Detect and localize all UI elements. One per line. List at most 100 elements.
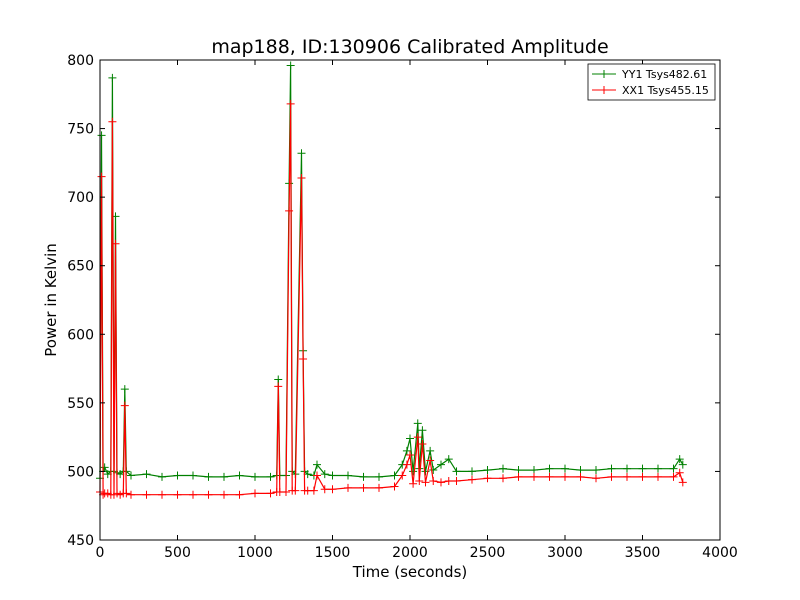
data-point	[561, 464, 569, 473]
data-point	[409, 479, 418, 488]
chart-title: map188, ID:130906 Calibrated Amplitude	[211, 36, 608, 58]
data-point	[108, 117, 117, 126]
data-point	[429, 466, 438, 475]
series-layer	[96, 61, 687, 499]
data-point	[545, 472, 554, 481]
data-point	[313, 460, 321, 469]
y-tick-label: 550	[67, 396, 94, 412]
data-point	[251, 472, 259, 481]
y-tick-label: 750	[67, 122, 94, 138]
y-tick-label: 800	[67, 53, 94, 69]
data-point	[607, 464, 616, 473]
data-point	[127, 490, 135, 499]
data-point	[158, 472, 166, 481]
data-point	[452, 477, 461, 486]
y-tick-label: 600	[67, 327, 94, 343]
data-point	[468, 475, 476, 484]
data-point	[297, 173, 306, 182]
data-point	[413, 433, 422, 442]
data-point	[220, 490, 228, 499]
data-point	[158, 490, 166, 499]
data-point	[297, 149, 306, 158]
data-point	[415, 477, 424, 486]
data-point	[444, 455, 453, 464]
data-point	[426, 456, 435, 465]
data-point	[514, 472, 523, 481]
x-tick-label: 0	[96, 545, 105, 561]
data-point	[189, 471, 197, 480]
data-point	[266, 489, 275, 498]
data-point	[328, 471, 337, 480]
data-point	[409, 467, 418, 476]
data-point	[285, 206, 294, 215]
data-point	[437, 478, 445, 487]
legend-label-yy1: YY1 Tsys482.61	[621, 68, 707, 81]
x-tick-label: 500	[164, 545, 191, 561]
data-point	[299, 354, 308, 363]
data-point	[320, 470, 329, 479]
legend-marker-yy1	[600, 70, 608, 78]
data-point	[313, 471, 321, 480]
data-point	[675, 468, 684, 477]
data-point	[545, 464, 554, 473]
x-tick-label: 2000	[392, 545, 428, 561]
data-point	[274, 375, 283, 384]
data-point	[286, 99, 295, 108]
data-point	[402, 446, 411, 455]
data-point	[173, 471, 182, 480]
y-tick-label: 500	[67, 464, 94, 480]
data-point	[251, 489, 259, 498]
data-point	[561, 472, 569, 481]
data-point	[607, 472, 616, 481]
data-point	[122, 489, 131, 498]
data-point	[120, 385, 129, 394]
data-point	[359, 483, 368, 492]
legend-box	[587, 63, 716, 101]
data-point	[97, 172, 106, 181]
legend-marker-xx1	[600, 86, 608, 94]
data-point	[320, 485, 329, 494]
data-point	[291, 486, 300, 495]
data-point	[530, 472, 538, 481]
data-point	[344, 471, 352, 480]
data-point	[173, 490, 182, 499]
data-point	[678, 460, 687, 469]
data-point	[204, 490, 213, 499]
data-point	[402, 460, 411, 469]
data-point	[309, 486, 318, 495]
x-tick-label: 4000	[702, 545, 738, 561]
data-point	[100, 463, 109, 472]
y-tick-label: 650	[67, 259, 94, 275]
data-point	[390, 482, 399, 491]
legend-label-xx1: XX1 Tsys455.15	[622, 84, 709, 97]
x-tick-label: 1000	[237, 545, 273, 561]
legend: YY1 Tsys482.61 XX1 Tsys455.15	[587, 63, 716, 101]
data-point	[390, 471, 399, 480]
data-point	[675, 455, 684, 464]
data-point	[654, 472, 662, 481]
data-point	[97, 131, 106, 140]
data-point	[274, 382, 283, 391]
data-point	[499, 474, 507, 483]
data-point	[127, 471, 135, 480]
data-point	[623, 472, 631, 481]
data-point	[669, 472, 678, 481]
data-point	[328, 485, 337, 494]
data-point	[669, 464, 678, 473]
x-tick-label: 3500	[625, 545, 661, 561]
data-point	[592, 474, 600, 483]
data-point	[452, 467, 461, 476]
data-point	[530, 466, 538, 475]
data-point	[120, 401, 129, 410]
data-point	[359, 472, 368, 481]
ticks-layer: 0 500 1000 1500 2000 2500 3000 3500 4000 450 500 55…	[67, 53, 738, 561]
data-point	[286, 61, 295, 70]
data-point	[204, 472, 213, 481]
data-point	[111, 239, 120, 248]
y-tick-label: 450	[67, 533, 94, 549]
data-point	[235, 471, 244, 480]
data-point	[406, 434, 414, 443]
data-point	[429, 477, 438, 486]
data-point	[142, 470, 151, 479]
